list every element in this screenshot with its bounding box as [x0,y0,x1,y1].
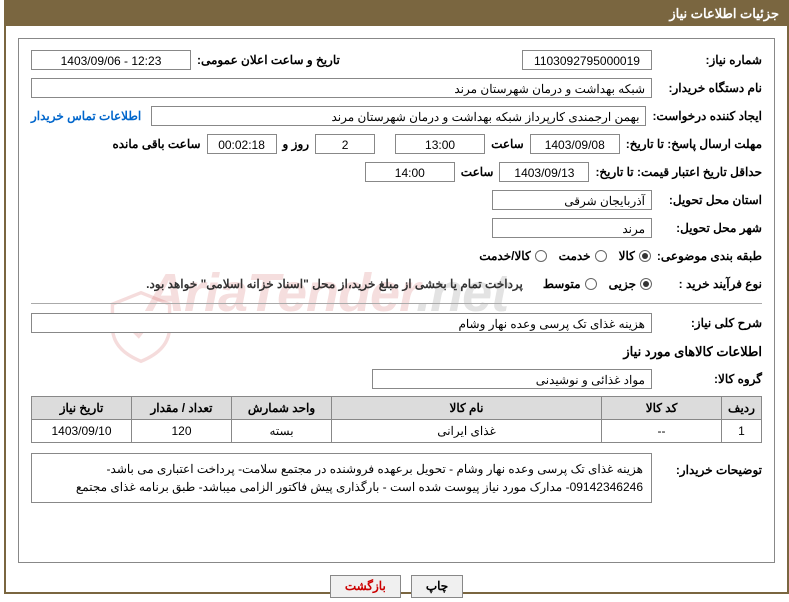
requester-field: بهمن ارجمندی کارپرداز شبکه بهداشت و درما… [151,106,646,126]
contact-buyer-link[interactable]: اطلاعات تماس خریدار [31,109,151,123]
radio-goods[interactable]: کالا [619,249,651,263]
time-label-2: ساعت [455,165,500,179]
radio-icon [640,278,652,290]
goods-group-label: گروه کالا: [652,372,762,386]
radio-partial[interactable]: جزیی [609,277,652,291]
radio-icon [595,250,607,262]
validity-label: حداقل تاریخ اعتبار قیمت: تا تاریخ: [589,166,762,179]
radio-icon [585,278,597,290]
buyer-org-label: نام دستگاه خریدار: [652,81,762,95]
th-code: کد کالا [602,397,722,420]
requester-label: ایجاد کننده درخواست: [646,109,762,123]
back-button[interactable]: بازگشت [330,575,401,598]
panel-header: جزئیات اطلاعات نیاز [6,2,787,26]
days-field: 2 [315,134,375,154]
need-number-label: شماره نیاز: [652,53,762,67]
process-note: پرداخت تمام یا بخشی از مبلغ خرید،از محل … [146,277,523,291]
deadline-label: مهلت ارسال پاسخ: تا تاریخ: [620,138,762,151]
print-button[interactable]: چاپ [411,575,463,598]
td-name: غذای ایرانی [332,420,602,443]
table-row: 1 -- غذای ایرانی بسته 120 1403/09/10 [32,420,762,443]
radio-both[interactable]: کالا/خدمت [479,249,546,263]
province-field: آذربایجان شرقی [492,190,652,210]
td-row: 1 [722,420,762,443]
goods-table: ردیف کد کالا نام کالا واحد شمارش تعداد /… [31,396,762,443]
announce-label: تاریخ و ساعت اعلان عمومی: [191,53,346,67]
th-date: تاریخ نیاز [32,397,132,420]
deadline-time-field: 13:00 [395,134,485,154]
buyer-notes-label: توضیحات خریدار: [652,453,762,477]
province-label: استان محل تحویل: [652,193,762,207]
announce-field: 1403/09/06 - 12:23 [31,50,191,70]
buyer-org-field: شبکه بهداشت و درمان شهرستان مرند [31,78,652,98]
summary-field: هزینه غذای تک پرسی وعده نهار وشام [31,313,652,333]
category-label: طبقه بندی موضوعی: [651,249,762,263]
divider [31,303,762,304]
remain-label: ساعت باقی مانده [106,137,206,151]
buyer-notes-box: هزینه غذای تک پرسی وعده نهار وشام - تحوی… [31,453,652,503]
td-unit: بسته [232,420,332,443]
radio-icon [535,250,547,262]
th-name: نام کالا [332,397,602,420]
td-qty: 120 [132,420,232,443]
radio-service[interactable]: خدمت [559,249,607,263]
radio-medium[interactable]: متوسط [543,277,597,291]
td-date: 1403/09/10 [32,420,132,443]
th-row: ردیف [722,397,762,420]
process-label: نوع فرآیند خرید : [652,277,762,291]
goods-group-field: مواد غذائی و نوشیدنی [372,369,652,389]
deadline-date-field: 1403/09/08 [530,134,620,154]
th-unit: واحد شمارش [232,397,332,420]
summary-label: شرح کلی نیاز: [652,316,762,330]
city-field: مرند [492,218,652,238]
countdown-field: 00:02:18 [207,134,277,154]
city-label: شهر محل تحویل: [652,221,762,235]
td-code: -- [602,420,722,443]
time-label-1: ساعت [485,137,530,151]
validity-date-field: 1403/09/13 [499,162,589,182]
th-qty: تعداد / مقدار [132,397,232,420]
validity-time-field: 14:00 [365,162,455,182]
need-number-field: 1103092795000019 [522,50,652,70]
goods-section-title: اطلاعات کالاهای مورد نیاز [31,344,762,360]
days-and-label: روز و [277,137,316,151]
radio-icon [639,250,651,262]
